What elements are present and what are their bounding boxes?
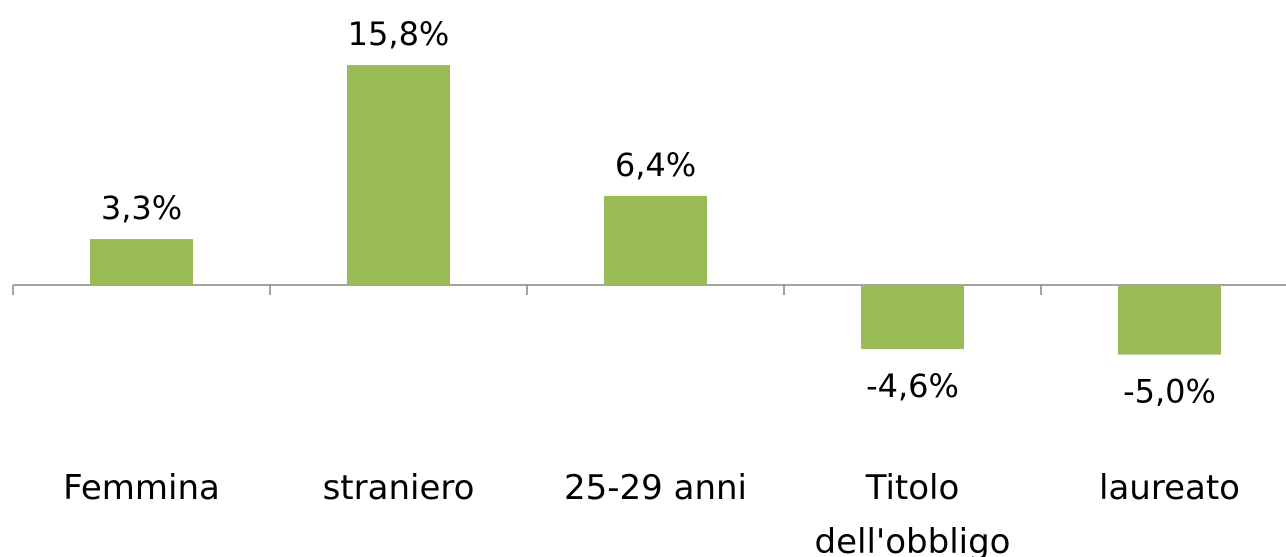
bar	[90, 239, 193, 285]
data-label: 6,4%	[615, 146, 696, 184]
bar	[861, 285, 964, 350]
data-label: -5,0%	[1123, 373, 1216, 411]
data-label: -4,6%	[866, 367, 959, 405]
bar	[1118, 285, 1221, 355]
data-label: 3,3%	[101, 189, 182, 227]
x-tick-label: laureato	[1099, 468, 1240, 508]
bar	[347, 65, 450, 286]
x-tick-label: Femmina	[63, 468, 220, 508]
bar	[604, 195, 707, 285]
x-tick-label: Titolo dell'obbligo	[814, 468, 1011, 557]
x-tick-label: straniero	[322, 468, 475, 508]
data-label: 15,8%	[348, 15, 450, 53]
x-tick-label: 25-29 anni	[564, 468, 747, 508]
